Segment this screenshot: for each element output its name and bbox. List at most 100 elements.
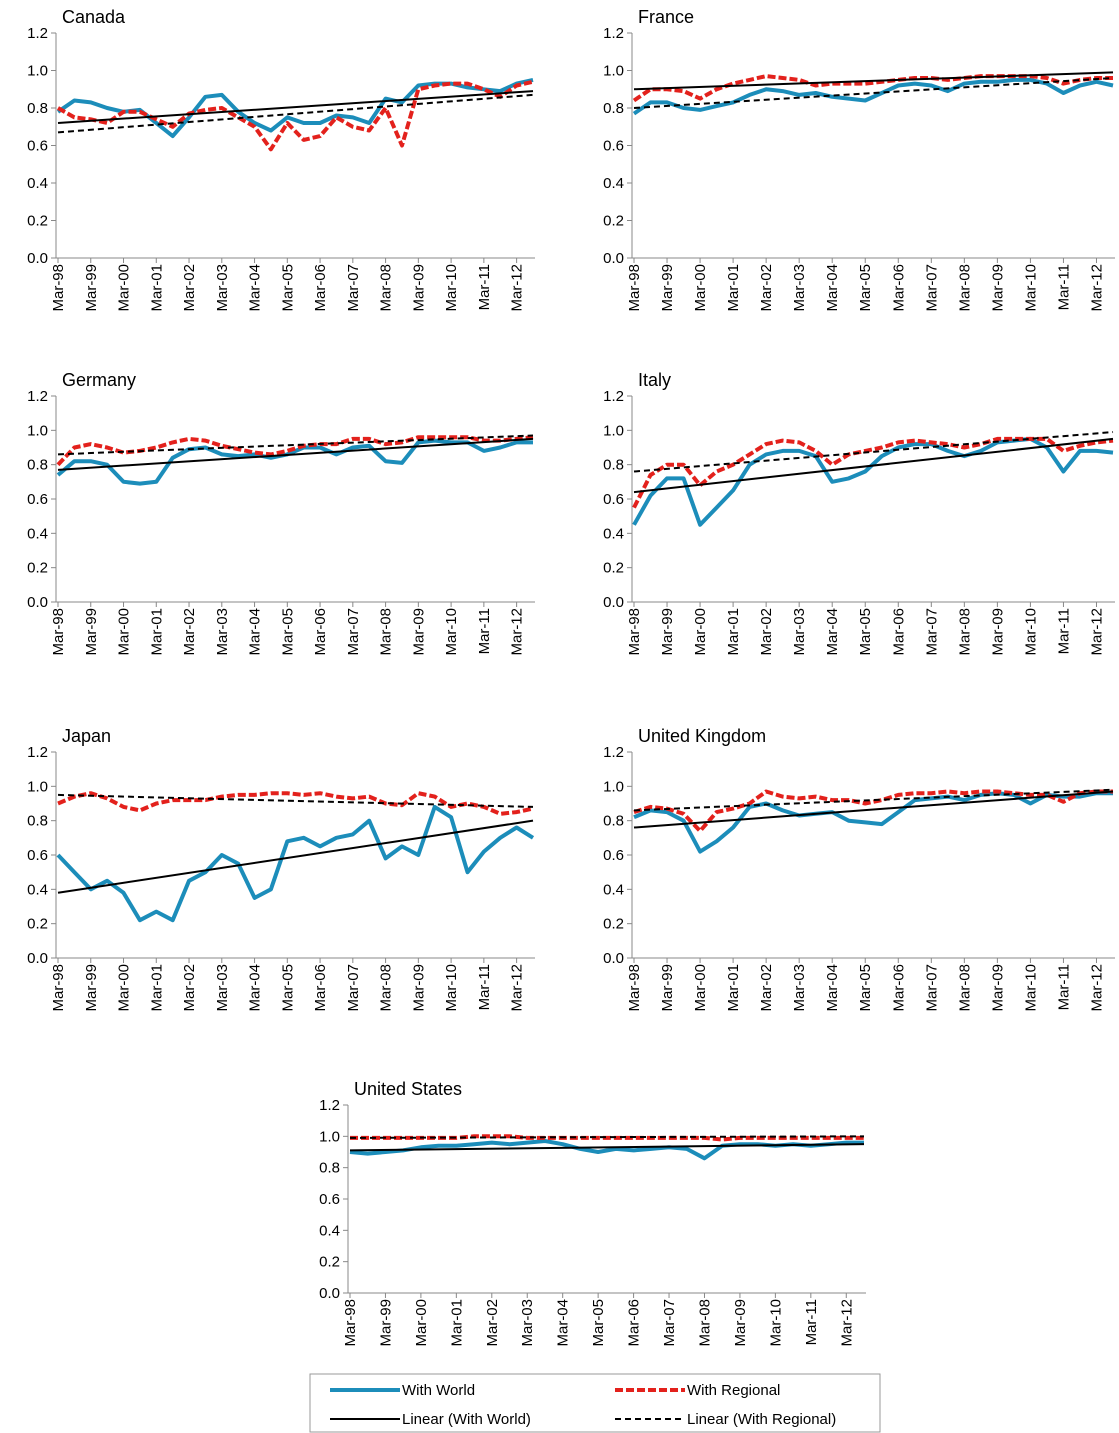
y-tick-label: 0.0: [319, 1285, 340, 1302]
x-tick-label: Mar-00: [413, 1299, 430, 1347]
x-tick-label: Mar-07: [345, 608, 362, 656]
y-tick-label: 0.2: [27, 213, 48, 230]
y-tick-label: 0.2: [603, 916, 624, 933]
legend-label: With World: [402, 1382, 475, 1399]
x-tick-label: Mar-04: [824, 608, 841, 656]
series-line: [56, 438, 533, 486]
y-tick-label: 0.4: [603, 881, 624, 898]
x-tick-label: Mar-10: [767, 1299, 784, 1347]
x-tick-label: Mar-02: [758, 264, 775, 312]
chart-title: United Kingdom: [638, 726, 766, 746]
series-line: [632, 436, 1114, 509]
chart-title: United States: [354, 1079, 462, 1099]
y-tick-label: 0.6: [27, 138, 48, 155]
chart-title: Japan: [62, 726, 111, 746]
x-tick-label: Mar-05: [279, 964, 296, 1012]
y-tick-label: 0.4: [603, 525, 624, 542]
x-tick-label: Mar-01: [725, 964, 742, 1012]
x-tick-label: Mar-12: [509, 964, 526, 1012]
x-tick-label: Mar-04: [247, 608, 264, 656]
x-tick-label: Mar-11: [476, 264, 493, 310]
y-tick-label: 0.2: [27, 560, 48, 577]
y-tick-label: 1.0: [603, 63, 624, 80]
y-tick-label: 0.6: [603, 138, 624, 155]
y-tick-label: 1.2: [603, 25, 624, 42]
x-tick-label: Mar-06: [312, 964, 329, 1012]
x-tick-label: Mar-04: [555, 1299, 572, 1347]
x-tick-label: Mar-08: [378, 264, 395, 312]
chart-title: Germany: [62, 370, 136, 390]
x-tick-label: Mar-01: [725, 608, 742, 656]
x-tick-label: Mar-06: [890, 264, 907, 312]
x-tick-label: Mar-10: [443, 264, 460, 312]
x-tick-label: Mar-01: [148, 264, 165, 312]
series-line: [632, 77, 1114, 116]
x-tick-label: Mar-11: [476, 608, 493, 654]
y-tick-label: 0.8: [603, 457, 624, 474]
y-tick-label: 1.2: [27, 25, 48, 42]
y-tick-label: 0.8: [27, 100, 48, 117]
x-tick-label: Mar-08: [956, 964, 973, 1012]
x-tick-label: Mar-08: [956, 264, 973, 312]
series-line: [633, 791, 1113, 854]
y-tick-label: 0.0: [603, 250, 624, 267]
y-tick-label: 0.0: [27, 250, 48, 267]
y-tick-label: 1.0: [27, 63, 48, 80]
x-tick-label: Mar-98: [626, 608, 643, 656]
x-tick-label: Mar-98: [50, 264, 67, 312]
y-tick-label: 0.8: [27, 457, 48, 474]
y-tick-label: 0.2: [319, 1254, 340, 1271]
trend-line: [633, 790, 1114, 829]
x-tick-label: Mar-02: [181, 608, 198, 656]
x-tick-label: Mar-02: [758, 608, 775, 656]
x-tick-label: Mar-12: [1088, 964, 1105, 1012]
x-tick-label: Mar-00: [692, 608, 709, 656]
x-tick-label: Mar-05: [590, 1299, 607, 1347]
x-tick-label: Mar-03: [214, 608, 231, 656]
x-tick-label: Mar-09: [989, 608, 1006, 656]
x-tick-label: Mar-04: [824, 264, 841, 312]
y-tick-label: 0.2: [603, 213, 624, 230]
legend-label: With Regional: [687, 1382, 780, 1399]
y-tick-label: 1.0: [27, 422, 48, 439]
x-tick-label: Mar-04: [824, 964, 841, 1012]
x-tick-label: Mar-09: [989, 964, 1006, 1012]
x-tick-label: Mar-99: [659, 264, 676, 312]
y-tick-label: 0.6: [27, 847, 48, 864]
x-tick-label: Mar-07: [923, 264, 940, 312]
x-tick-label: Mar-11: [476, 964, 493, 1010]
y-tick-label: 0.8: [27, 813, 48, 830]
y-tick-label: 1.2: [319, 1097, 340, 1114]
x-tick-label: Mar-10: [443, 608, 460, 656]
y-tick-label: 0.6: [27, 491, 48, 508]
x-tick-label: Mar-07: [923, 608, 940, 656]
x-tick-label: Mar-07: [345, 264, 362, 312]
trend-line: [633, 71, 1114, 91]
series-line: [350, 1134, 864, 1142]
x-tick-label: Mar-99: [83, 964, 100, 1012]
x-tick-label: Mar-08: [378, 964, 395, 1012]
x-tick-label: Mar-09: [410, 964, 427, 1012]
trend-line: [57, 819, 534, 894]
y-tick-label: 1.0: [27, 778, 48, 795]
x-tick-label: Mar-09: [989, 264, 1006, 312]
x-tick-label: Mar-06: [312, 264, 329, 312]
y-tick-label: 0.4: [319, 1222, 340, 1239]
x-tick-label: Mar-10: [443, 964, 460, 1012]
x-tick-label: Mar-98: [50, 964, 67, 1012]
x-tick-label: Mar-00: [116, 608, 133, 656]
y-tick-label: 1.0: [319, 1128, 340, 1145]
series-line: [633, 789, 1113, 833]
x-tick-label: Mar-11: [1055, 264, 1072, 310]
x-tick-label: Mar-05: [857, 264, 874, 312]
y-tick-label: 0.8: [319, 1160, 340, 1177]
x-tick-label: Mar-01: [148, 608, 165, 656]
x-tick-label: Mar-09: [410, 264, 427, 312]
x-tick-label: Mar-08: [378, 608, 395, 656]
y-tick-label: 0.4: [27, 525, 48, 542]
series-line: [632, 74, 1113, 103]
y-tick-label: 1.2: [603, 744, 624, 761]
x-tick-label: Mar-06: [626, 1299, 643, 1347]
trend-line: [349, 1143, 865, 1152]
y-tick-label: 0.2: [603, 560, 624, 577]
